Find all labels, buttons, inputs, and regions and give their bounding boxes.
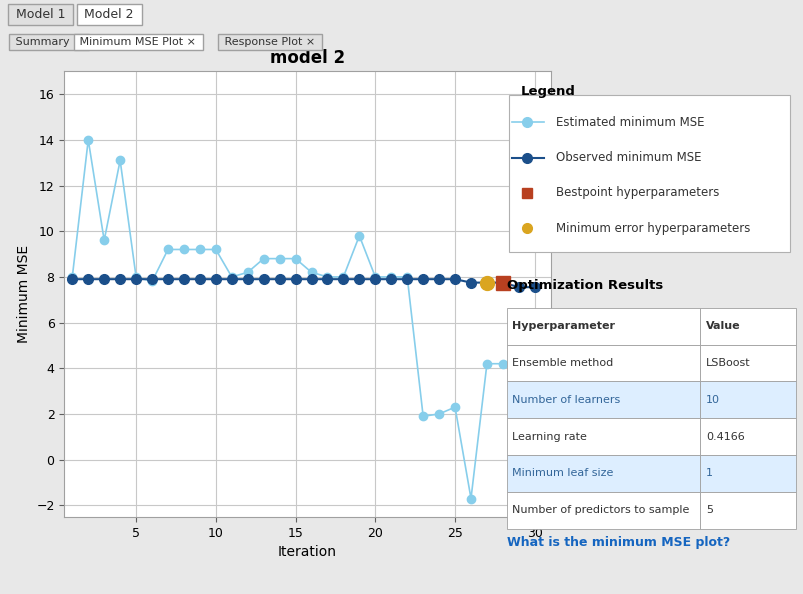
Text: Legend: Legend: [520, 85, 575, 98]
Text: LSBoost: LSBoost: [705, 358, 750, 368]
Bar: [699, 455, 795, 492]
Text: Model 2: Model 2: [80, 8, 138, 21]
Bar: [506, 455, 699, 492]
Text: Optimization Results: Optimization Results: [506, 279, 662, 292]
Text: 0.4166: 0.4166: [705, 432, 744, 441]
X-axis label: Iteration: Iteration: [278, 545, 336, 559]
Text: Summary ×: Summary ×: [12, 37, 86, 47]
Text: Value: Value: [705, 321, 740, 331]
Text: Learning rate: Learning rate: [512, 432, 586, 441]
Text: Bestpoint hyperparameters: Bestpoint hyperparameters: [555, 187, 718, 200]
Bar: [699, 345, 795, 381]
Text: What is the minimum MSE plot?: What is the minimum MSE plot?: [506, 536, 729, 549]
Bar: [509, 95, 789, 252]
Text: Minimum error hyperparameters: Minimum error hyperparameters: [555, 222, 749, 235]
Bar: [506, 418, 699, 455]
Bar: [506, 345, 699, 381]
Text: Minimum MSE Plot ×: Minimum MSE Plot ×: [76, 37, 200, 47]
Text: 1: 1: [705, 469, 712, 478]
Text: Response Plot ×: Response Plot ×: [221, 37, 319, 47]
Bar: [699, 381, 795, 418]
Bar: [699, 308, 795, 345]
Bar: [699, 418, 795, 455]
Text: Observed minimum MSE: Observed minimum MSE: [555, 151, 700, 164]
Bar: [699, 492, 795, 529]
Text: Number of predictors to sample: Number of predictors to sample: [512, 505, 689, 515]
Bar: [506, 492, 699, 529]
Text: Estimated minimum MSE: Estimated minimum MSE: [555, 116, 703, 129]
Text: Minimum leaf size: Minimum leaf size: [512, 469, 613, 478]
Y-axis label: Minimum MSE: Minimum MSE: [17, 245, 31, 343]
Title: model 2: model 2: [270, 49, 344, 67]
Text: 10: 10: [705, 395, 719, 405]
Text: Model 1: Model 1: [12, 8, 70, 21]
Text: 5: 5: [705, 505, 712, 515]
Text: Hyperparameter: Hyperparameter: [512, 321, 614, 331]
Bar: [506, 381, 699, 418]
Text: Number of learners: Number of learners: [512, 395, 620, 405]
Bar: [506, 308, 699, 345]
Text: Ensemble method: Ensemble method: [512, 358, 613, 368]
